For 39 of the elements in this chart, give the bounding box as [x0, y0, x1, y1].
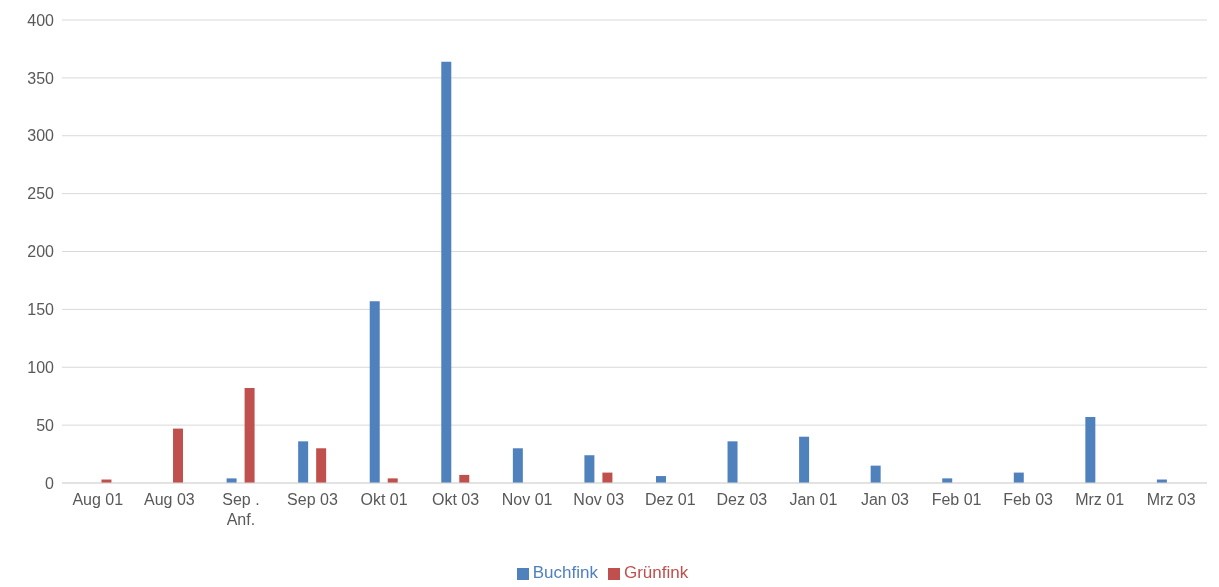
- x-tick-label: Jan 03: [860, 491, 910, 508]
- bar: [316, 448, 327, 483]
- bar: [369, 301, 380, 483]
- bar: [512, 448, 523, 483]
- bar: [584, 455, 595, 483]
- x-tick-label: Dez 03: [716, 491, 768, 508]
- y-tick-label: 100: [27, 358, 55, 376]
- bar: [799, 436, 810, 483]
- y-tick-label: 50: [36, 416, 55, 434]
- x-tick-label: Dez 01: [644, 491, 696, 508]
- x-tick-label: Okt 01: [360, 491, 408, 508]
- bar: [1085, 417, 1096, 483]
- y-tick-label: 350: [27, 69, 55, 87]
- legend-label: Buchfink: [532, 563, 598, 582]
- bar: [298, 441, 309, 483]
- y-tick-label: 200: [27, 243, 55, 261]
- bar: [870, 465, 881, 483]
- x-tick-label: Feb 03: [1003, 491, 1054, 508]
- bar: [244, 388, 255, 483]
- y-tick-label: 0: [45, 474, 55, 492]
- x-tick-label: Mrz 01: [1075, 491, 1125, 508]
- x-tick-label: Sep . Anf.: [222, 491, 260, 528]
- x-tick-label: Jan 01: [789, 491, 838, 508]
- bar: [727, 441, 738, 483]
- legend-label: Grünfink: [623, 563, 689, 582]
- x-tick-label: Sep 03: [287, 491, 338, 508]
- x-tick-label: Nov 01: [501, 491, 553, 508]
- bar: [173, 428, 184, 483]
- bar: [441, 61, 452, 483]
- y-tick-label: 150: [27, 301, 55, 319]
- x-tick-label: Aug 03: [143, 491, 195, 508]
- x-tick-label: Okt 03: [432, 491, 480, 508]
- y-tick-label: 300: [27, 127, 55, 145]
- y-tick-label: 250: [27, 185, 55, 203]
- x-tick-label: Feb 01: [931, 491, 982, 508]
- x-tick-label: Nov 03: [573, 491, 625, 508]
- x-tick-label: Mrz 03: [1146, 491, 1196, 508]
- x-tick-label: Aug 01: [72, 491, 124, 508]
- y-tick-label: 400: [27, 11, 55, 29]
